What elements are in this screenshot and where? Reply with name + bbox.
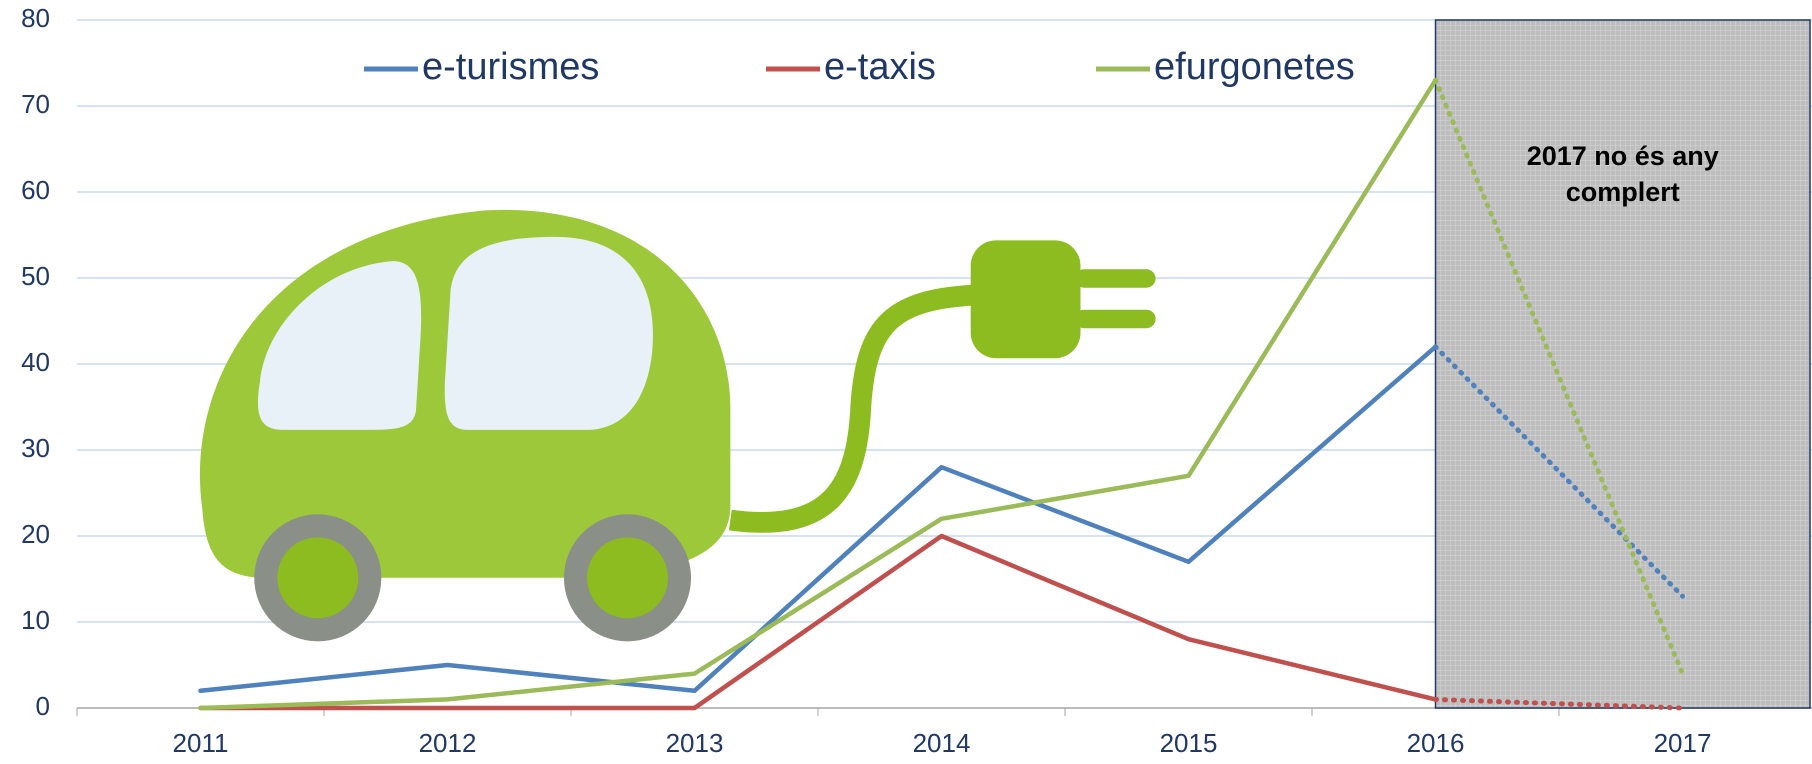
series-line: [198, 77, 1438, 711]
x-tick-label: 2012: [419, 728, 477, 758]
annotation: 2017 no és any complert: [1526, 141, 1719, 207]
y-tick-label: 80: [21, 3, 50, 33]
legend-label: e-turismes: [422, 46, 599, 88]
series-line-dotted: [1433, 696, 1685, 711]
y-tick-label: 30: [21, 433, 50, 463]
y-tick-label: 10: [21, 605, 50, 635]
lines: [198, 77, 1685, 711]
highlight-region: [1434, 19, 1811, 709]
y-tick-label: 50: [21, 261, 50, 291]
y-tick-label: 70: [21, 89, 50, 119]
y-tick-label: 60: [21, 175, 50, 205]
series-line: [198, 533, 1438, 711]
series-line-dotted: [1433, 77, 1685, 677]
legend-label: efurgonetes: [1154, 46, 1355, 88]
x-tick-label: 2011: [173, 728, 229, 758]
x-tick-label: 2017: [1654, 728, 1712, 758]
x-tick-label: 2015: [1160, 728, 1218, 758]
series-line: [198, 344, 1438, 694]
legend-label: e-taxis: [824, 46, 936, 88]
y-tick-label: 20: [21, 519, 50, 549]
car-illustration: [199, 209, 1156, 642]
x-tick-label: 2016: [1407, 728, 1465, 758]
y-tick-label: 40: [21, 347, 50, 377]
x-tick-label: 2014: [913, 728, 971, 758]
x-tick-label: 2013: [666, 728, 724, 758]
y-tick-label: 0: [36, 691, 50, 721]
